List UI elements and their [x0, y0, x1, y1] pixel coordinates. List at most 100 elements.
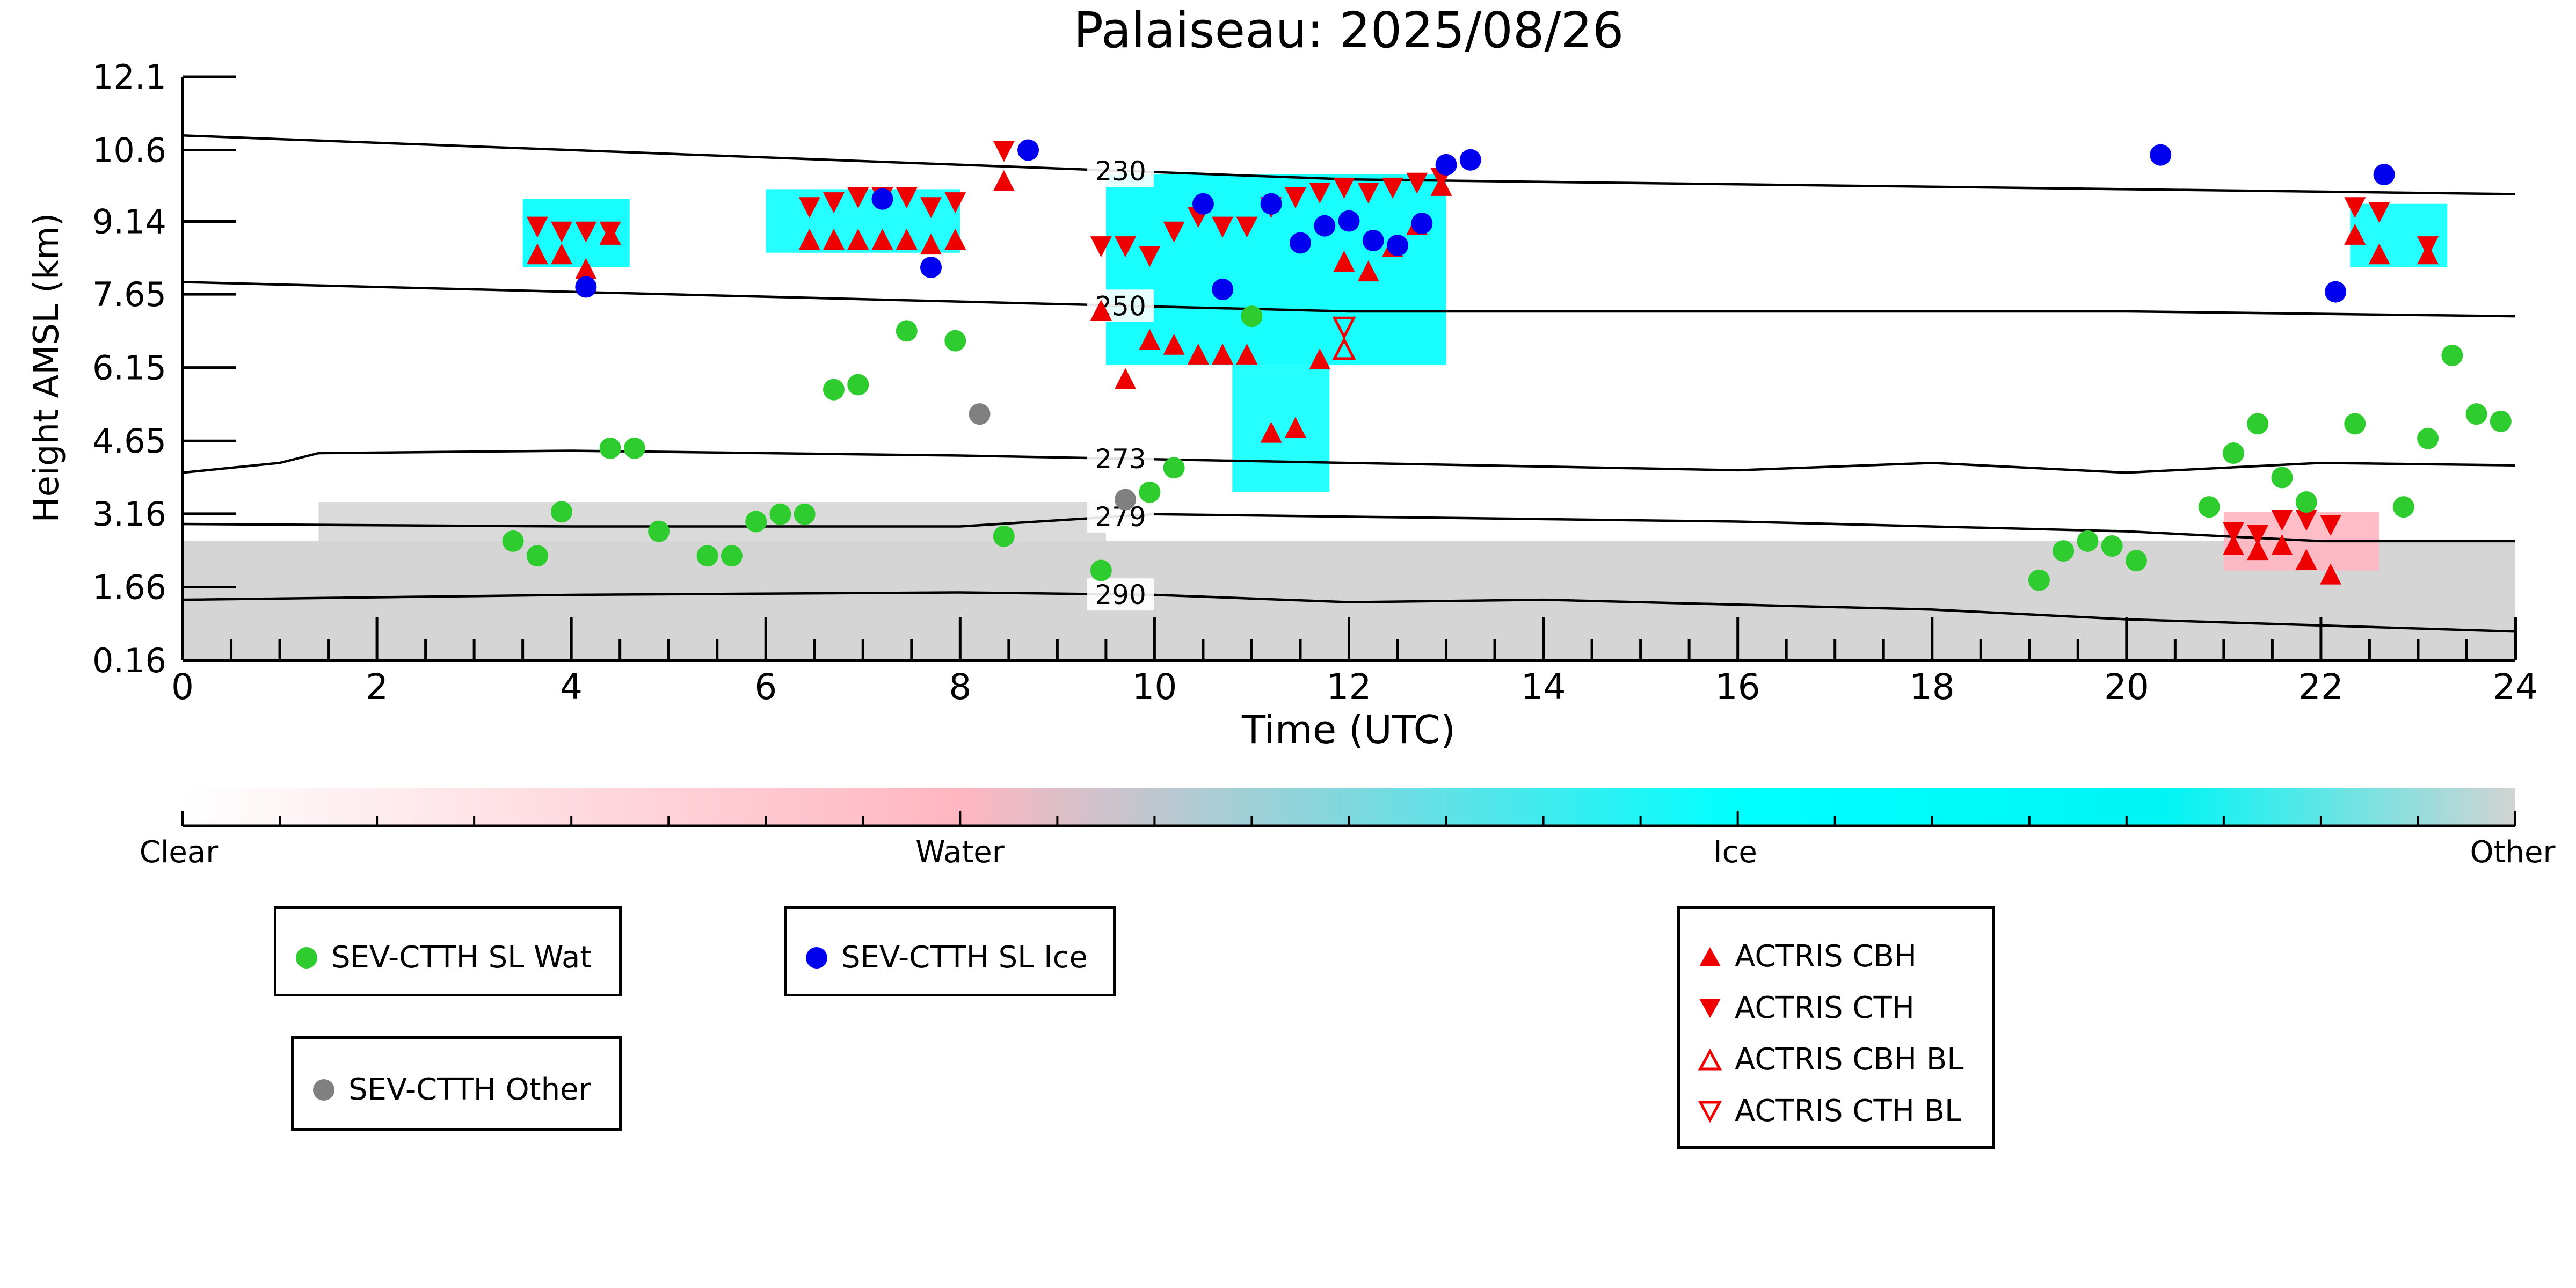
colorbar-label-ice: Ice [1713, 835, 1757, 870]
sl-wat-point [794, 503, 816, 525]
actris-cbh-marker [2247, 539, 2269, 561]
actris-cth-marker [2344, 197, 2366, 219]
other-field-morning [318, 502, 1106, 541]
actris-cth-marker [920, 197, 942, 219]
colorbar-label-clear: Clear [140, 835, 219, 870]
sl-ice-point [2150, 144, 2172, 166]
sl-wat-point [2441, 344, 2463, 366]
sl-wat-point [1139, 481, 1161, 503]
actris-cth-marker [1309, 182, 1331, 203]
sl-wat-point [551, 501, 573, 523]
x-axis-label: Time (UTC) [1241, 707, 1456, 752]
y-tick-label: 3.16 [92, 494, 166, 534]
actris-cth-marker [1381, 177, 1403, 199]
sl-wat-point [2222, 442, 2244, 464]
x-tick-label: 0 [171, 666, 194, 708]
actris-cth-marker [1212, 216, 1234, 238]
colorbar: Clear Water Ice Other [140, 788, 2556, 870]
isotherm-label-bg [1087, 578, 1154, 611]
sl-wat-point [502, 530, 524, 552]
y-tick-label: 1.66 [92, 567, 166, 607]
isotherm-label-bg [1087, 155, 1154, 187]
series-actris-cth-bl-marker [1332, 316, 1356, 340]
actris-cth-marker [2222, 522, 2244, 543]
sl-ice-point [1459, 149, 1481, 171]
actris-cbh-marker [1115, 368, 1137, 389]
sl-ice-point [575, 276, 597, 298]
sl-wat-point [648, 520, 670, 542]
sl-wat-point [721, 545, 743, 567]
series-sl-wat-point [502, 305, 2512, 591]
sl-wat-point [823, 379, 845, 401]
sl-ice-point [1338, 210, 1360, 232]
sl-wat-point [944, 330, 966, 352]
actris-cth-marker [2417, 236, 2439, 258]
actris-cth-marker [823, 192, 845, 214]
x-tick-label: 8 [949, 666, 971, 708]
y-tick-label: 7.65 [92, 275, 166, 314]
green-circle-icon [296, 947, 317, 969]
isotherm-label: 273 [1095, 443, 1146, 475]
legend-label-actris-cth-bl: ACTRIS CTH BL [1735, 1094, 1962, 1129]
isotherm-label-bg [1087, 442, 1154, 475]
blue-circle-icon [806, 947, 827, 969]
sl-wat-point [2344, 413, 2366, 435]
sl-wat-point [745, 511, 767, 533]
actris-cth-marker [1090, 236, 1112, 258]
actris-cth-marker [1284, 187, 1306, 209]
actris-cbh-marker [2222, 534, 2244, 555]
actris-cth-marker [1163, 221, 1185, 243]
actris-cth-marker [1333, 177, 1355, 199]
legend-other: SEV-CTTH Other [291, 1036, 622, 1131]
x-tick-label: 20 [2104, 666, 2149, 708]
x-tick-label: 2 [366, 666, 388, 708]
sl-ice-point [920, 257, 942, 279]
triangle-down-icon [1699, 998, 1721, 1018]
actris-cbh-marker [2320, 563, 2342, 585]
sl-wat-point [1090, 559, 1112, 581]
y-axis-label: Height AMSL (km) [27, 213, 67, 523]
isotherm-line [182, 449, 2516, 474]
actris-cth-marker [2320, 515, 2342, 536]
sl-wat-point [2101, 535, 2123, 557]
actris-cth-marker [1406, 172, 1428, 194]
actris-cth-marker [993, 141, 1015, 162]
actris-cbh-marker [1333, 250, 1355, 272]
sl-ice-point [1411, 213, 1433, 235]
actris-cth-marker [1236, 216, 1258, 238]
sl-ice-point [1212, 279, 1234, 301]
colorbar-label-water: Water [915, 835, 1005, 870]
actris-cth-marker [2271, 510, 2293, 531]
sl-wat-point [2490, 410, 2512, 432]
isotherm-273: 273 [182, 442, 2516, 475]
sl-wat-point [2077, 530, 2099, 552]
sl-wat-point [847, 374, 869, 396]
legend-sl-ice: SEV-CTTH SL Ice [784, 906, 1116, 996]
sl-wat-point [2295, 491, 2317, 513]
series-other-point [969, 403, 1137, 511]
legend-label-sl-wat: SEV-CTTH SL Wat [331, 940, 592, 975]
actris-cbh-marker [993, 170, 1015, 191]
sl-ice-point [1260, 193, 1282, 215]
sl-ice-point [871, 188, 893, 210]
actris-cbh-marker [551, 243, 573, 265]
sl-ice-point [1362, 229, 1384, 251]
actris-cth-marker [944, 192, 966, 214]
actris-cth-marker [847, 187, 869, 209]
sl-wat-point [526, 545, 548, 567]
actris-cth-marker [896, 187, 918, 209]
series-actris-cth-marker [526, 141, 2439, 546]
sl-wat-point [993, 525, 1015, 547]
legend-actris: ACTRIS CBH ACTRIS CTH ACTRIS CBH BL ACTR… [1677, 906, 1995, 1149]
series-sl-ice-point [575, 139, 2395, 303]
sl-wat-point [2417, 427, 2439, 449]
other-point [1115, 489, 1137, 511]
sl-wat-point [2247, 413, 2269, 435]
sl-ice-point [1289, 232, 1311, 254]
actris-cbh-marker [1139, 329, 1161, 350]
actris-cbh-marker [575, 258, 597, 279]
sl-ice-point [1192, 193, 1214, 215]
actris-cbh-marker [1090, 299, 1112, 321]
